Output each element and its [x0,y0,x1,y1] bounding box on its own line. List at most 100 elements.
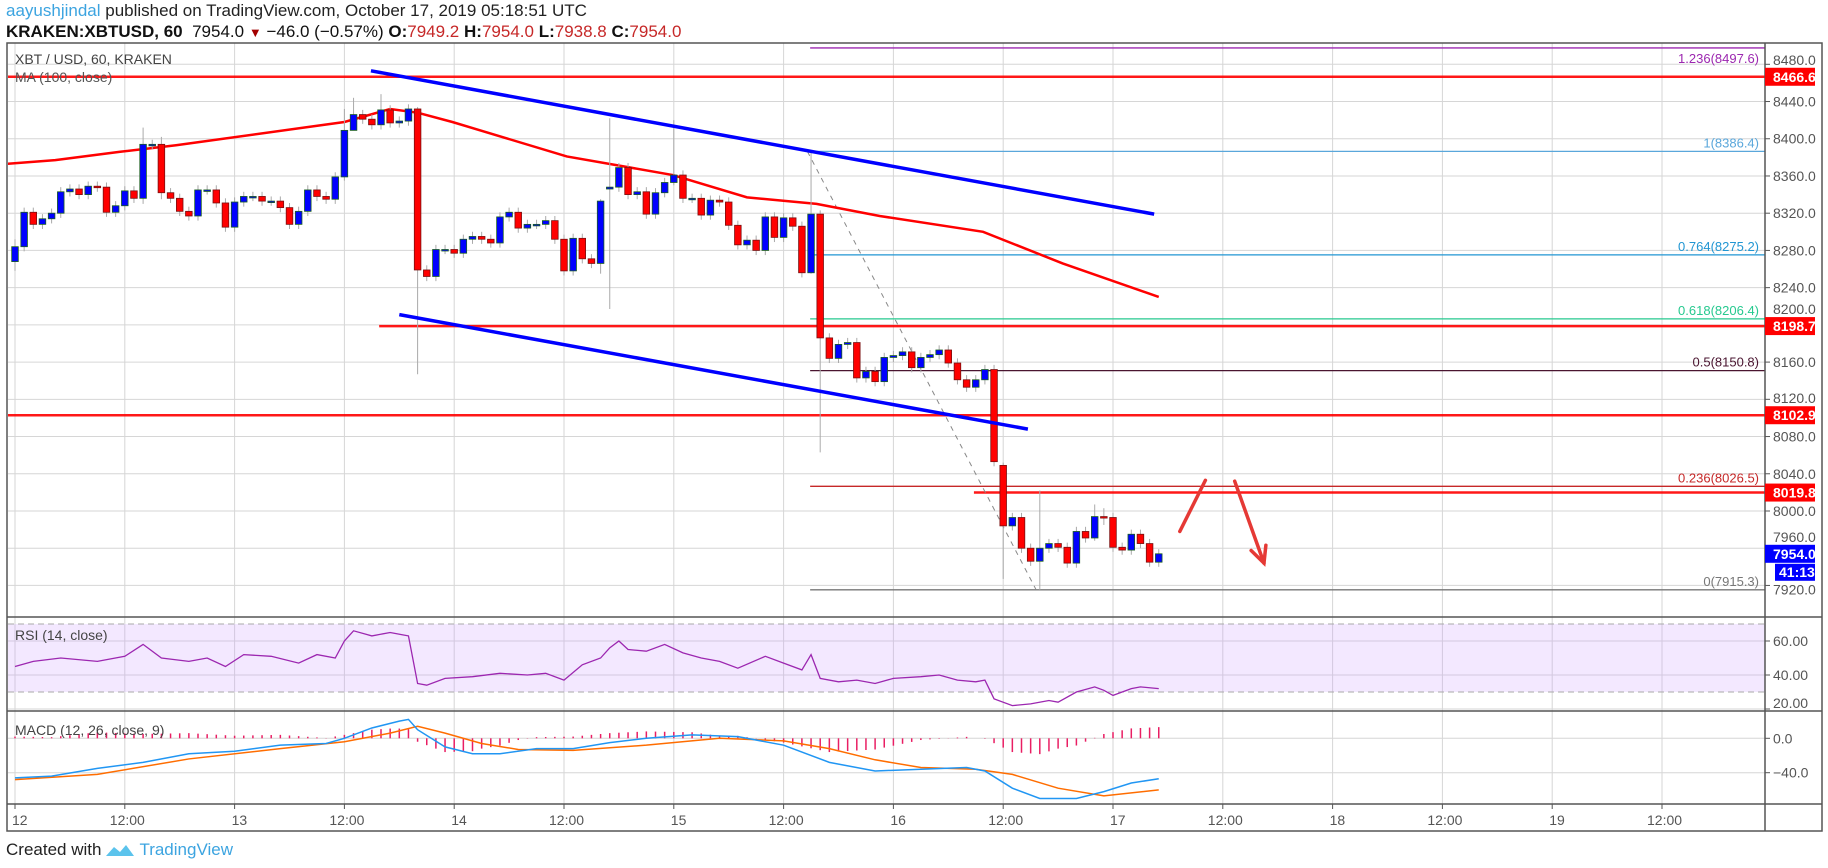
candle-body [908,351,916,369]
candle-body [606,186,614,190]
candle-body [734,224,742,246]
candle-body [148,143,156,147]
candle-body [66,188,74,193]
candle [496,212,504,248]
candle [834,339,843,364]
candle-body [660,182,669,194]
time-tick-label: 12:00 [988,812,1023,828]
candle-body [38,218,47,225]
price-axis[interactable]: 8480.0 8440.0 8400.0 8360.0 8320.0 8280.0 8240… [1765,52,1816,781]
candle-body [843,342,852,345]
open-value: 7949.2 [407,22,460,41]
price-tick-label: 8280.0 [1773,242,1816,258]
candle [596,199,605,274]
arrow-head-icon [1249,543,1268,567]
candle [413,107,422,375]
candle-body [697,197,705,216]
created-with-label: Created with [6,840,102,859]
low-value: 7938.8 [554,22,607,41]
candle-body [450,249,458,254]
time-tick-label: 19 [1549,812,1565,828]
candle [93,181,102,192]
candle [423,265,431,282]
rsi-pane[interactable] [14,630,1159,707]
candle-body [267,200,275,203]
projection-arrow-line [1178,478,1208,534]
candle-body [981,369,989,381]
time-axis[interactable]: 12 12:00 13 12:00 14 12:00 15 12:00 16 12:00 17 12:… [12,804,1682,828]
candle-body [57,191,65,214]
candle-body [761,216,769,251]
candle [697,193,705,220]
time-tick-label: 13 [232,812,248,828]
candle-body [834,344,843,359]
candle [990,364,998,467]
time-tick-label: 12:00 [329,812,364,828]
low-label: L: [538,22,555,41]
candle [1155,549,1163,567]
candle [642,187,651,219]
candle-body [1045,543,1053,549]
candle [249,191,257,202]
price-level-badge [1765,317,1815,336]
candle [1081,526,1090,543]
candle [670,120,678,186]
candle-body [285,207,294,225]
candle [203,185,211,195]
publish-text: published on TradingView.com, October 17… [105,1,587,20]
candle [1036,490,1044,590]
macd-tick-label: −40.0 [1773,765,1809,781]
macd-pane[interactable] [14,718,1160,800]
candle-body [432,249,440,277]
close-label: C: [611,22,630,41]
candle-body [944,349,952,364]
price-tick-label: 8160.0 [1773,354,1816,370]
macd-line [14,718,1159,800]
candle [798,221,806,278]
candle [230,197,239,232]
candle [770,212,779,243]
rsi-band-fill [8,624,1765,692]
symbol-info: KRAKEN:XBTUSD, 60 7954.0 ▼ −46.0 (−0.57%… [6,22,681,43]
price-tick-label: 8400.0 [1773,131,1816,147]
fib-swing-line [806,151,1037,591]
candle-body [441,249,449,252]
candle-body [185,210,193,217]
candle [972,375,980,392]
candle [1017,512,1026,553]
candle-body [423,269,431,277]
candle [276,196,285,213]
candle-body [404,108,413,122]
price-tick-label: 8120.0 [1773,390,1816,406]
candle-body [953,362,962,381]
candle [386,105,394,128]
price-tick-label: 8240.0 [1773,280,1816,296]
candle [898,347,907,361]
price-pane[interactable]: 1.236(8497.6) 1(8386.4) 0.764(8275.2) 0.618… [6,47,1765,591]
time-tick-label: 15 [671,812,687,828]
candle-body [221,202,230,228]
candle [551,215,559,244]
time-tick-label: 12:00 [549,812,584,828]
candle [331,172,339,204]
candle-body [587,258,596,264]
candle [121,186,129,211]
ma-100-line [8,107,1160,299]
candle-body [102,186,111,213]
candle [761,212,769,256]
candle-body [935,349,943,356]
candle [862,366,870,383]
candle-body [386,109,394,124]
author-link[interactable]: aayushjindal [6,1,101,20]
candle-body [313,189,321,197]
fib-level-label: 1.236(8497.6) [1678,51,1759,66]
candle-body [1072,531,1081,564]
tradingview-link[interactable]: TradingView [139,840,233,859]
candle-body [752,239,760,251]
candle-body [615,167,623,188]
candle-body [130,190,138,199]
candle [459,234,468,258]
candle-body [368,118,376,126]
countdown-badge [1775,563,1815,581]
